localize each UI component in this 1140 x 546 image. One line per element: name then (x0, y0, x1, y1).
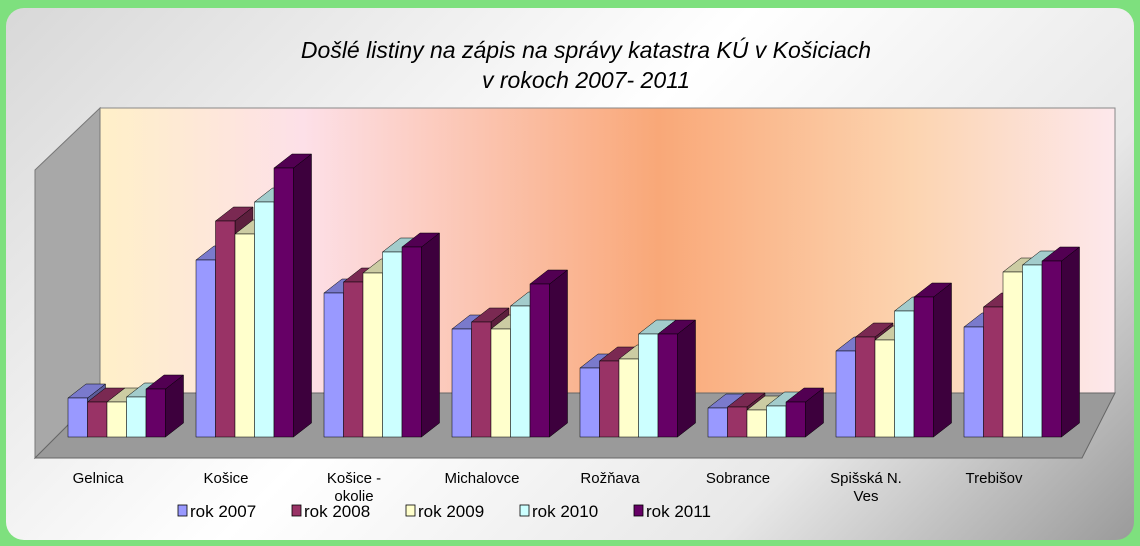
bar-front (746, 409, 767, 438)
bar-front (1041, 260, 1062, 438)
bar-front (401, 246, 422, 438)
bar-side (1061, 246, 1080, 438)
legend-swatch (633, 504, 644, 517)
x-tick-label: Rožňava (580, 470, 640, 487)
bar-side (549, 269, 568, 438)
bar-front (87, 401, 108, 438)
bar-side (933, 282, 952, 438)
legend-swatch (177, 504, 188, 517)
bar-front (599, 360, 620, 438)
legend-label: rok 2011 (646, 502, 711, 521)
bar (1041, 246, 1081, 438)
chart-panel: Došlé listiny na zápis na správy katastr… (6, 8, 1134, 540)
legend-label: rok 2009 (418, 502, 484, 521)
legend: rok 2007 rok 2008 rok 2009 rok 2010 rok 2011 (177, 502, 711, 521)
bar-front (529, 283, 550, 438)
bar-front (323, 292, 344, 438)
bar-side (421, 232, 440, 438)
bar-front (785, 401, 806, 438)
x-tick-label: Košice (203, 470, 249, 487)
legend-swatch (405, 504, 416, 517)
bar-front (510, 305, 531, 438)
x-tick-label: Sobrance (705, 470, 771, 487)
legend-label: rok 2007 (190, 502, 256, 521)
bar (913, 282, 953, 438)
bar-front (983, 306, 1004, 438)
bar-front (67, 397, 88, 438)
bar (529, 269, 569, 438)
bar-front (766, 405, 787, 438)
bar-front (106, 401, 127, 438)
x-tick-label: Spišská N. Ves (830, 470, 902, 505)
bar-front (273, 167, 294, 438)
bar-front (471, 321, 492, 438)
bar-front (874, 339, 895, 438)
bar-front (145, 388, 166, 438)
bar-front (894, 310, 915, 438)
bar-front (254, 201, 275, 438)
bar (145, 374, 185, 438)
bar-front (657, 333, 678, 438)
x-tick-label: Košice - okolie (326, 470, 382, 505)
bar-front (1002, 271, 1023, 438)
bar (657, 319, 697, 438)
x-tick-label: Gelnica (72, 470, 124, 487)
bar-front (618, 358, 639, 438)
bar-front (195, 259, 216, 438)
bar-side (293, 153, 312, 438)
bars (67, 153, 1081, 438)
bar-front (913, 296, 934, 438)
bar (785, 387, 825, 438)
chart-subtitle: v rokoch 2007- 2011 (482, 67, 690, 93)
legend-swatch (519, 504, 530, 517)
bar-front (707, 407, 728, 438)
bar-front (362, 272, 383, 438)
bar-front (855, 336, 876, 438)
bar-front (579, 367, 600, 438)
bar-front (963, 326, 984, 438)
bar-front (638, 333, 659, 438)
bar-front (234, 233, 255, 438)
x-tick-label: Trebišov (965, 470, 1023, 487)
bar (273, 153, 313, 438)
bar-front (215, 220, 236, 438)
legend-label: rok 2010 (532, 502, 598, 521)
chart-title: Došlé listiny na zápis na správy katastr… (301, 37, 871, 63)
bar-side (677, 319, 696, 438)
bar-front (382, 251, 403, 438)
chart: Došlé listiny na zápis na správy katastr… (33, 37, 1116, 521)
x-tick-label: Michalovce (444, 470, 520, 487)
bar-front (126, 396, 147, 438)
bar-front (1022, 264, 1043, 438)
bar-front (490, 328, 511, 438)
bar-front (343, 281, 364, 438)
bar-front (835, 350, 856, 438)
legend-swatch (291, 504, 302, 517)
legend-label: rok 2008 (304, 502, 370, 521)
bar-front (727, 406, 748, 438)
bar (401, 232, 441, 438)
bar-front (451, 328, 472, 438)
